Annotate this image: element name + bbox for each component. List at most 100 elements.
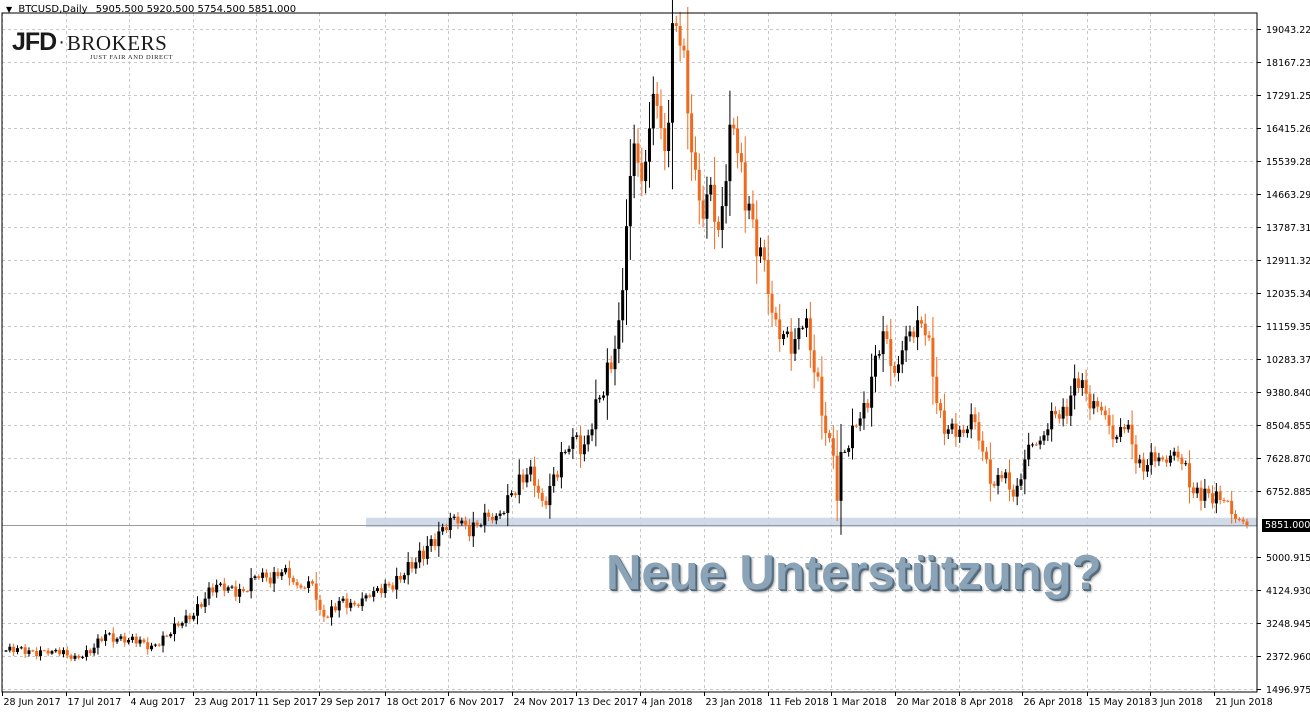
- candle-body: [104, 634, 108, 641]
- candle-body: [862, 403, 866, 419]
- candle-body: [766, 260, 770, 295]
- candle-body: [192, 615, 196, 620]
- candle-body: [1088, 393, 1092, 409]
- y-tick-label: 2372.960: [1266, 652, 1310, 663]
- candle-body: [1122, 426, 1126, 430]
- candle-body: [376, 588, 380, 592]
- candle-body: [919, 320, 923, 324]
- candle-body: [881, 331, 885, 355]
- candle-body: [885, 331, 889, 340]
- candle-body: [969, 414, 973, 430]
- candle-body: [494, 515, 498, 521]
- candle-body: [985, 451, 989, 460]
- candle-body: [594, 399, 598, 430]
- candle-body: [605, 362, 609, 396]
- candle-body: [793, 339, 797, 354]
- candle-body: [444, 527, 448, 530]
- candle-body: [230, 586, 234, 588]
- candle-body: [540, 492, 544, 501]
- candle-body: [322, 609, 326, 617]
- candle-body: [12, 646, 16, 652]
- candle-body: [1038, 440, 1042, 445]
- x-tick-label: 18 Oct 2017: [387, 697, 446, 708]
- candle-body: [42, 650, 46, 652]
- candle-body: [176, 623, 180, 626]
- candle-body: [1069, 395, 1073, 416]
- candle-body: [92, 647, 96, 654]
- x-tick-label: 21 Jun 2018: [1216, 697, 1273, 708]
- candle-body: [946, 429, 950, 434]
- candle-body: [682, 45, 686, 51]
- x-tick-label: 28 Jun 2017: [4, 697, 61, 708]
- candle-body: [84, 650, 88, 657]
- candle-body: [797, 327, 801, 340]
- candle-body: [1172, 451, 1176, 456]
- candle-body: [169, 634, 173, 637]
- candle-body: [115, 638, 119, 642]
- candle-body: [778, 319, 782, 340]
- candle-body: [406, 562, 410, 576]
- candle-body: [268, 577, 272, 584]
- candle-body: [441, 527, 445, 532]
- candle-body: [73, 655, 77, 659]
- candle-body: [1034, 444, 1038, 446]
- logo-tagline: JUST FAIR AND DIRECT: [90, 54, 174, 61]
- candle-body: [1142, 459, 1146, 472]
- candle-body: [479, 525, 483, 527]
- candle-body: [724, 181, 728, 207]
- candle-body: [908, 331, 912, 337]
- dropdown-triangle-icon[interactable]: ▼: [6, 5, 13, 14]
- annotation-text: Neue Unterstützung?: [606, 546, 1102, 600]
- candle-body: [498, 513, 502, 516]
- candle-body: [1053, 410, 1057, 415]
- candle-body: [130, 636, 134, 640]
- candle-body: [356, 604, 360, 607]
- candle-body: [127, 639, 131, 643]
- candle-body: [988, 459, 992, 484]
- candle-body: [61, 650, 65, 655]
- candle-body: [927, 335, 931, 338]
- x-tick-label: 23 Aug 2017: [195, 697, 256, 708]
- candle-body: [536, 485, 540, 493]
- grid: [2, 13, 1257, 692]
- candle-body: [686, 50, 690, 114]
- candle-body: [173, 623, 177, 635]
- candle-body: [100, 638, 104, 641]
- candle-body: [931, 337, 935, 377]
- candle-body: [670, 23, 674, 123]
- candle-body: [58, 649, 62, 655]
- candle-body: [1195, 487, 1199, 494]
- candle-body: [1203, 488, 1207, 501]
- candle-body: [502, 512, 506, 514]
- candle-body: [667, 122, 671, 151]
- candle-body: [782, 334, 786, 340]
- current-price-label: 5851.000: [1262, 518, 1310, 532]
- candle-body: [1245, 521, 1249, 526]
- candle-body: [977, 422, 981, 441]
- candle-body: [720, 206, 724, 230]
- candle-body: [1214, 491, 1218, 504]
- candle-body: [1073, 378, 1077, 396]
- candle-body: [774, 312, 778, 320]
- candle-body: [602, 395, 606, 398]
- candle-body: [900, 350, 904, 365]
- candle-body: [1080, 380, 1084, 388]
- candle-body: [337, 600, 341, 611]
- candle-body: [1084, 380, 1088, 394]
- candle-body: [965, 429, 969, 434]
- candle-body: [1176, 451, 1180, 458]
- candle-body: [471, 522, 475, 537]
- candle-body: [801, 327, 805, 329]
- candle-body: [1111, 425, 1115, 440]
- candle-body: [1168, 455, 1172, 463]
- candle-body: [839, 451, 843, 501]
- y-tick-label: 17291.250: [1266, 91, 1310, 102]
- ohlc-values: 5905.500 5920.500 5754.500 5851.000: [95, 4, 297, 15]
- y-tick-label: 10283.370: [1266, 355, 1310, 366]
- candle-body: [713, 184, 717, 222]
- candle-body: [1107, 415, 1111, 426]
- candle-body: [333, 606, 337, 611]
- candle-body: [46, 650, 50, 654]
